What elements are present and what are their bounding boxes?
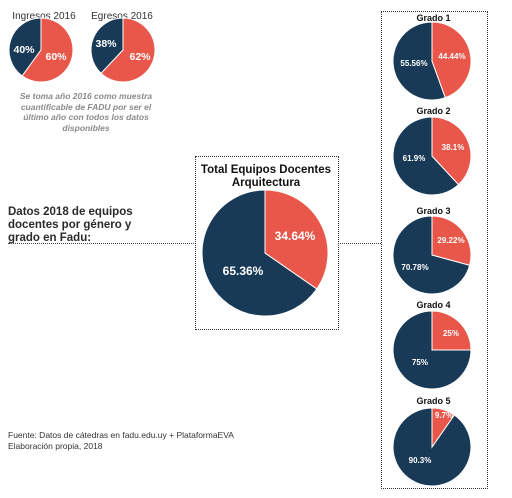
pie-slice-navy: [392, 116, 460, 196]
pie-label-navy: 40%: [13, 44, 35, 56]
grades-box: [381, 11, 488, 489]
source-line-2: Elaboración propia, 2018: [8, 441, 103, 451]
pie-slice-navy: [8, 17, 42, 77]
pie-slice-coral: [264, 189, 329, 290]
pie-grado-1: 55.56% 44.44%: [392, 21, 472, 101]
pie-grado-2: 61.9% 38.1%: [392, 116, 472, 196]
top-note: Se toma año 2016 como muestra cuantifica…: [19, 91, 153, 133]
pie-slice-coral: [431, 21, 472, 99]
pie-label-navy: 61.9%: [403, 154, 426, 163]
pie-egresos-2016: 38% 62%: [90, 17, 156, 83]
pie-slice-coral: [431, 407, 456, 449]
chart-title-ingresos: Ingresos 2016: [12, 11, 76, 22]
pie-slice-coral: [21, 17, 74, 83]
main-heading: Datos 2018 de equipos docentes por géner…: [8, 206, 133, 244]
pie-grado-4: 75% 25%: [392, 310, 472, 390]
pie-label-navy: 70.78%: [401, 263, 428, 272]
connector-line-right: [338, 243, 381, 244]
pie-label-coral: 44.44%: [438, 52, 465, 61]
pie-ingresos-2016: 40% 60%: [8, 17, 74, 83]
pie-slice-navy: [201, 189, 318, 317]
pie-slice-navy: [90, 17, 124, 75]
grado-2-title: Grado 2: [416, 106, 451, 116]
grado-3-title: Grado 3: [416, 206, 451, 216]
pie-label-navy: 90.3%: [409, 456, 432, 465]
pie-label-coral: 9.7%: [435, 411, 453, 420]
pie-label-coral: 29.22%: [437, 236, 464, 245]
source-line-1: Fuente: Datos de cátedras en fadu.edu.uy…: [8, 430, 234, 440]
grado-4-title: Grado 4: [416, 300, 451, 310]
pie-grado-3: 70.78% 29.22%: [392, 215, 472, 295]
pie-label-coral: 62%: [129, 51, 151, 63]
grado-1-title: Grado 1: [416, 13, 451, 23]
pie-total-docentes: 65.36% 34.64%: [201, 189, 329, 317]
pie-slice-coral: [431, 215, 472, 266]
pie-label-coral: 34.64%: [275, 229, 316, 243]
connector-line-left: [8, 243, 196, 244]
pie-label-navy: 75%: [412, 358, 428, 367]
pie-label-coral: 60%: [45, 51, 67, 63]
pie-grado-5: 90.3% 9.7%: [392, 407, 472, 487]
pie-label-navy: 55.56%: [400, 59, 427, 68]
pie-slice-navy: [392, 21, 446, 101]
pie-label-navy: 65.36%: [223, 264, 264, 278]
total-chart-title: Total Equipos Docentes Arquitectura: [200, 164, 332, 189]
pie-slice-coral: [100, 17, 156, 83]
pie-slice-coral: [431, 116, 472, 186]
pie-label-navy: 38%: [95, 38, 117, 50]
total-chart-box: [195, 156, 339, 330]
pie-label-coral: 38.1%: [442, 143, 465, 152]
pie-slice-navy: [392, 215, 471, 295]
grado-5-title: Grado 5: [416, 396, 451, 406]
pie-label-coral: 25%: [443, 329, 459, 338]
chart-title-egresos: Egresos 2016: [91, 11, 153, 22]
pie-slice-coral: [431, 310, 472, 351]
